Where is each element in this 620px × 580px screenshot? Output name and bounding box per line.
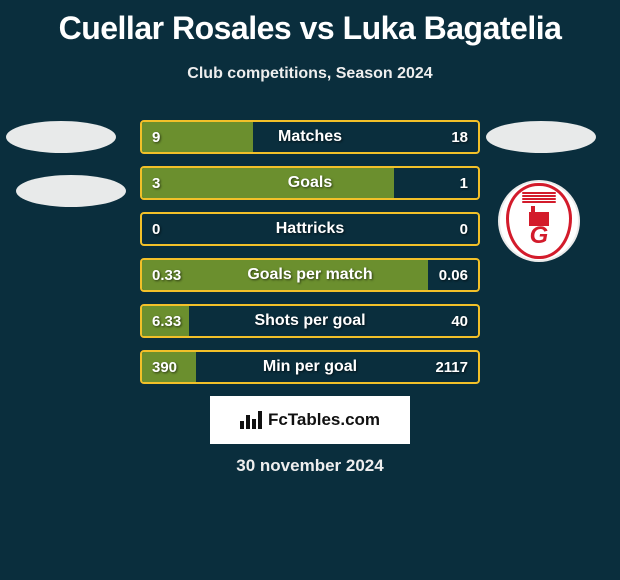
- crest-shield: G: [506, 183, 572, 259]
- chart-icon: [240, 411, 262, 429]
- date-text: 30 november 2024: [0, 456, 620, 476]
- stat-bar: 3Goals1: [140, 166, 480, 200]
- stats-bars: 9Matches18 3Goals1 0Hattricks0 0.33Goals pe…: [140, 120, 480, 396]
- stat-value-right: 1: [450, 168, 478, 198]
- stat-value-right: 0: [450, 214, 478, 244]
- brand-text: FcTables.com: [268, 410, 380, 430]
- stat-label: Hattricks: [142, 214, 478, 244]
- stat-label: Goals: [142, 168, 478, 198]
- crest-yarn-icon: [522, 192, 556, 208]
- stat-label: Matches: [142, 122, 478, 152]
- stat-value-right: 2117: [425, 352, 478, 382]
- stat-bar: 9Matches18: [140, 120, 480, 154]
- stat-bar: 0.33Goals per match0.06: [140, 258, 480, 292]
- right-club-oval-1: [486, 121, 596, 153]
- stat-bar: 6.33Shots per goal40: [140, 304, 480, 338]
- stat-value-right: 0.06: [429, 260, 478, 290]
- stat-label: Shots per goal: [142, 306, 478, 336]
- stat-value-right: 40: [441, 306, 478, 336]
- stat-value-right: 18: [441, 122, 478, 152]
- left-club-oval-2: [16, 175, 126, 207]
- stat-bar: 0Hattricks0: [140, 212, 480, 246]
- left-club-oval-1: [6, 121, 116, 153]
- right-club-crest: G: [498, 180, 580, 262]
- crest-letter: G: [509, 222, 569, 250]
- subtitle: Club competitions, Season 2024: [0, 65, 620, 83]
- brand-box: FcTables.com: [210, 396, 410, 444]
- stat-label: Goals per match: [142, 260, 478, 290]
- page-title: Cuellar Rosales vs Luka Bagatelia: [0, 0, 620, 47]
- stat-bar: 390Min per goal2117: [140, 350, 480, 384]
